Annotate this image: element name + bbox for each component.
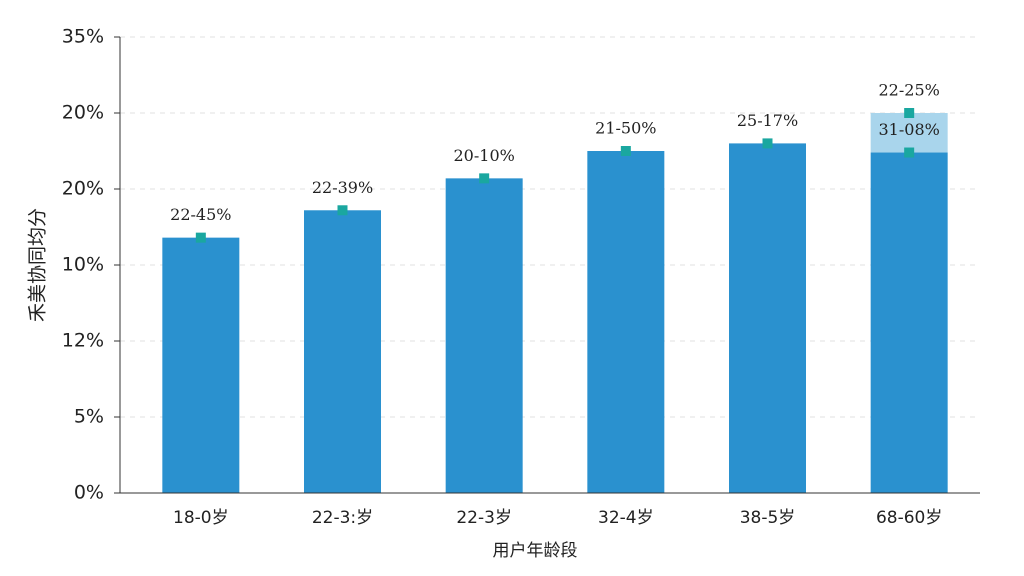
y-tick-label: 35% xyxy=(62,26,104,48)
y-tick-label: 20% xyxy=(62,178,104,200)
x-axis-label: 用户年龄段 xyxy=(493,541,578,561)
data-label: 22-39% xyxy=(312,178,373,197)
marker xyxy=(195,232,206,243)
y-tick-label: 5% xyxy=(74,406,104,428)
bar xyxy=(587,151,665,493)
y-tick-label: 20% xyxy=(62,102,104,124)
x-tick-label: 32-4岁 xyxy=(598,508,654,528)
data-label: 31-08% xyxy=(879,120,940,139)
y-tick-label: 10% xyxy=(62,254,104,276)
bar xyxy=(870,113,948,153)
marker xyxy=(620,146,631,156)
x-tick-label: 22-3:岁 xyxy=(312,508,373,528)
data-label: 20-10% xyxy=(454,146,515,165)
x-tick-label: 68-60岁 xyxy=(876,508,942,528)
data-label: 21-50% xyxy=(595,119,656,138)
data-label: 22-45% xyxy=(170,205,231,224)
bar xyxy=(445,178,523,494)
data-label: 25-17% xyxy=(737,111,798,130)
bar xyxy=(870,152,948,493)
x-tick-label: 22-3岁 xyxy=(456,508,512,528)
x-tick-label: 18-0岁 xyxy=(173,508,229,528)
marker xyxy=(337,205,348,216)
y-tick-label: 12% xyxy=(62,330,104,352)
marker xyxy=(904,108,915,118)
marker xyxy=(479,173,490,184)
marker xyxy=(762,138,773,149)
y-axis-label: 禾美协同均分 xyxy=(27,208,49,322)
marker xyxy=(904,147,915,158)
x-tick-label: 38-5岁 xyxy=(740,508,796,528)
bar xyxy=(162,237,240,493)
data-label: 22-25% xyxy=(879,81,940,100)
y-tick-label: 0% xyxy=(74,482,104,504)
bar xyxy=(304,210,381,493)
bar xyxy=(729,143,806,493)
